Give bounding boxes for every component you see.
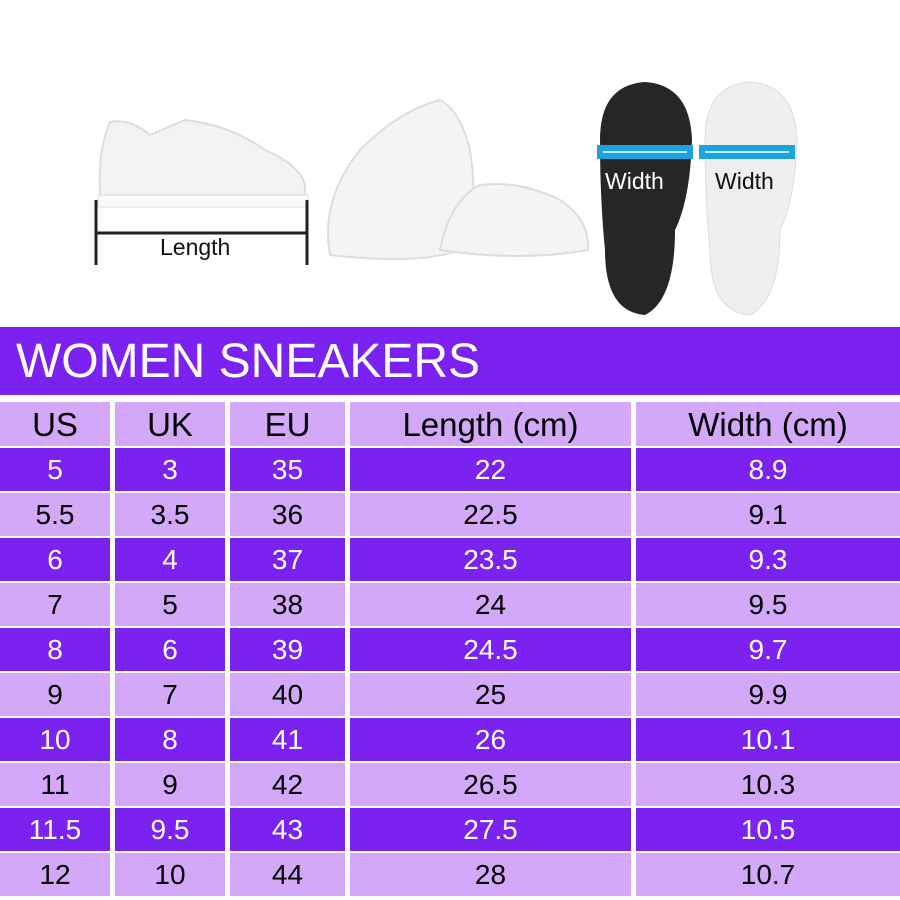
- length-indicator: [94, 200, 309, 265]
- cell-us: 5: [0, 448, 110, 491]
- header-eu: EU: [230, 402, 345, 446]
- cell-eu: 39: [230, 628, 345, 671]
- product-images: Length Width Width: [0, 0, 900, 322]
- cell-width: 10.3: [636, 763, 900, 806]
- cell-length: 25: [350, 673, 631, 716]
- cell-eu: 42: [230, 763, 345, 806]
- table-row: 9 7 40 25 9.9: [0, 673, 900, 716]
- cell-uk: 10: [115, 853, 225, 896]
- cell-width: 9.3: [636, 538, 900, 581]
- cell-width: 10.1: [636, 718, 900, 761]
- table-row: 5.5 3.5 36 22.5 9.1: [0, 493, 900, 536]
- width-label-left: Width: [605, 168, 664, 194]
- cell-uk: 3.5: [115, 493, 225, 536]
- cell-uk: 5: [115, 583, 225, 626]
- header-us: US: [0, 402, 110, 446]
- cell-us: 7: [0, 583, 110, 626]
- cell-length: 27.5: [350, 808, 631, 851]
- table-row: 7 5 38 24 9.5: [0, 583, 900, 626]
- header-width: Width (cm): [636, 402, 900, 446]
- cell-uk: 8: [115, 718, 225, 761]
- cell-length: 23.5: [350, 538, 631, 581]
- cell-us: 10: [0, 718, 110, 761]
- cell-eu: 38: [230, 583, 345, 626]
- cell-width: 9.9: [636, 673, 900, 716]
- cell-us: 5.5: [0, 493, 110, 536]
- cell-length: 26.5: [350, 763, 631, 806]
- table-row: 11.5 9.5 43 27.5 10.5: [0, 808, 900, 851]
- cell-eu: 36: [230, 493, 345, 536]
- cell-eu: 35: [230, 448, 345, 491]
- cell-us: 6: [0, 538, 110, 581]
- cell-width: 9.1: [636, 493, 900, 536]
- chart-title: WOMEN SNEAKERS: [0, 327, 900, 395]
- cell-width: 10.5: [636, 808, 900, 851]
- cell-width: 10.7: [636, 853, 900, 896]
- table-row: 8 6 39 24.5 9.7: [0, 628, 900, 671]
- cell-length: 24: [350, 583, 631, 626]
- cell-us: 8: [0, 628, 110, 671]
- cell-width: 8.9: [636, 448, 900, 491]
- side-sneaker-image: [97, 118, 309, 208]
- cell-eu: 44: [230, 853, 345, 896]
- table-row: 11 9 42 26.5 10.3: [0, 763, 900, 806]
- cell-uk: 3: [115, 448, 225, 491]
- cell-us: 12: [0, 853, 110, 896]
- cell-uk: 7: [115, 673, 225, 716]
- table-row: 6 4 37 23.5 9.3: [0, 538, 900, 581]
- width-arrows: [597, 145, 795, 159]
- header-length: Length (cm): [350, 402, 631, 446]
- cell-eu: 41: [230, 718, 345, 761]
- width-label-right: Width: [715, 168, 774, 194]
- cell-length: 28: [350, 853, 631, 896]
- sneaker-illustrations: [94, 81, 798, 316]
- cell-uk: 9: [115, 763, 225, 806]
- table-row: 10 8 41 26 10.1: [0, 718, 900, 761]
- cell-uk: 6: [115, 628, 225, 671]
- cell-length: 24.5: [350, 628, 631, 671]
- cell-us: 11.5: [0, 808, 110, 851]
- sneaker-pair-image: [327, 98, 590, 260]
- cell-length: 26: [350, 718, 631, 761]
- cell-us: 11: [0, 763, 110, 806]
- cell-us: 9: [0, 673, 110, 716]
- cell-uk: 9.5: [115, 808, 225, 851]
- cell-eu: 43: [230, 808, 345, 851]
- cell-length: 22: [350, 448, 631, 491]
- length-label: Length: [160, 234, 231, 260]
- header-row: US UK EU Length (cm) Width (cm): [0, 402, 900, 446]
- header-uk: UK: [115, 402, 225, 446]
- table-row: 5 3 35 22 8.9: [0, 448, 900, 491]
- cell-uk: 4: [115, 538, 225, 581]
- table-row: 12 10 44 28 10.7: [0, 853, 900, 896]
- cell-length: 22.5: [350, 493, 631, 536]
- cell-eu: 40: [230, 673, 345, 716]
- size-table: US UK EU Length (cm) Width (cm) 5 3 35 22 8.9 5.5 3…: [0, 400, 900, 898]
- white-sole-image: [704, 81, 798, 316]
- black-sole-image: [600, 82, 692, 315]
- cell-width: 9.7: [636, 628, 900, 671]
- cell-eu: 37: [230, 538, 345, 581]
- cell-width: 9.5: [636, 583, 900, 626]
